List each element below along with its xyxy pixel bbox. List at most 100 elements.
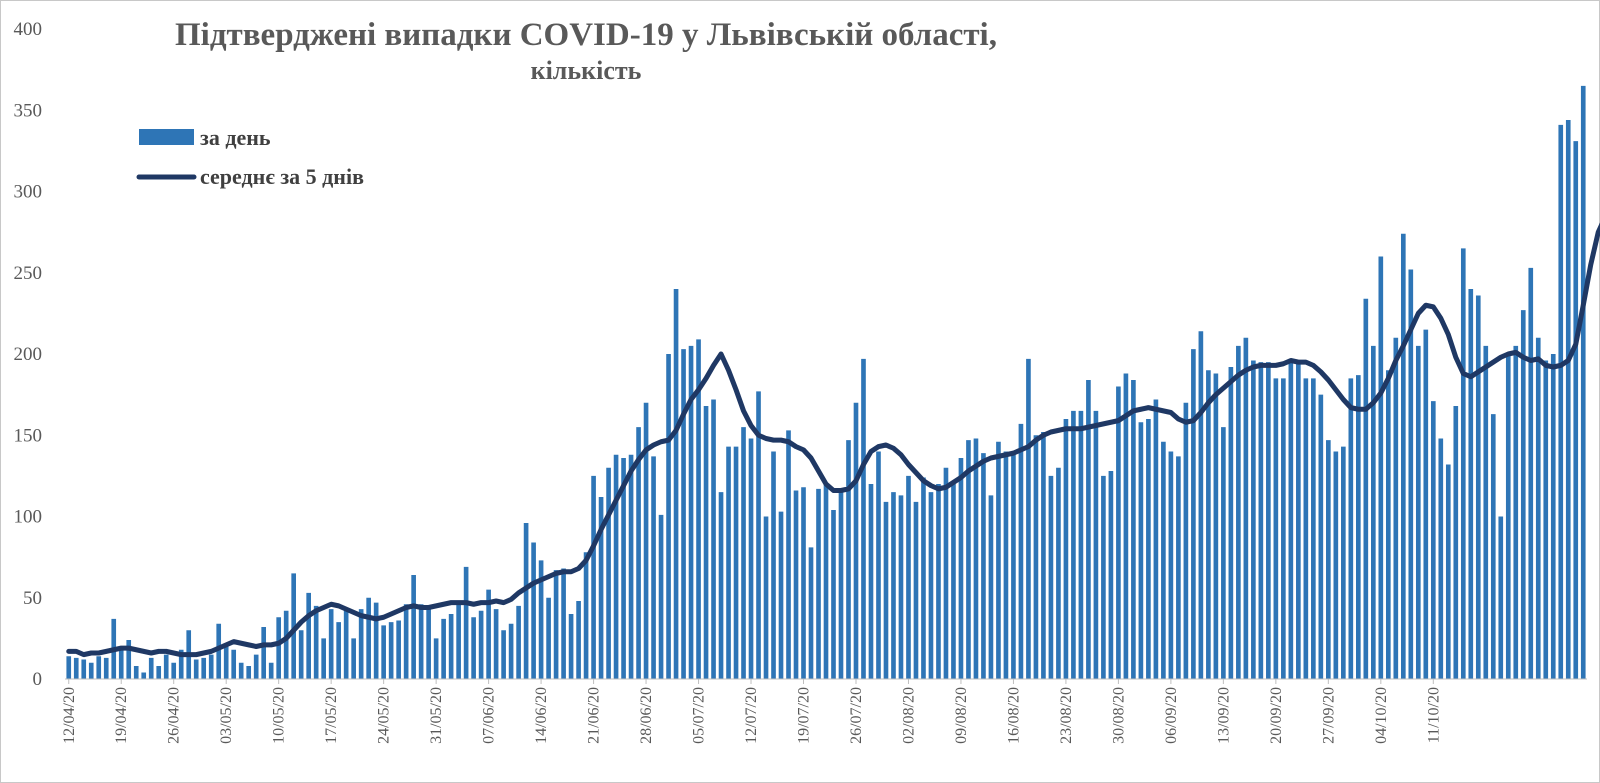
bar xyxy=(951,484,956,679)
bar xyxy=(688,345,694,679)
y-axis: 0 50 100 150 200 250 300 350 400 xyxy=(14,19,43,690)
x-tick-label: 23/08/20 xyxy=(1058,687,1075,744)
bar xyxy=(1183,402,1189,679)
bar xyxy=(163,654,169,680)
bar xyxy=(673,289,679,679)
bar xyxy=(1318,394,1324,680)
bar xyxy=(861,358,866,680)
x-tick-label: 12/07/20 xyxy=(743,687,760,744)
bar xyxy=(1018,423,1024,680)
bar xyxy=(403,604,409,679)
bar xyxy=(1011,451,1016,679)
y-tick-label: 200 xyxy=(14,344,43,365)
bar xyxy=(276,617,282,679)
bar xyxy=(1093,410,1099,680)
bar xyxy=(88,662,94,679)
moving-average-line xyxy=(66,222,1600,658)
bar xyxy=(1371,345,1376,679)
bar xyxy=(778,511,784,680)
bar xyxy=(1168,451,1174,679)
x-tick-label: 26/07/20 xyxy=(848,687,865,744)
bar xyxy=(1071,410,1076,680)
bar xyxy=(1475,295,1481,679)
bar xyxy=(1281,378,1286,680)
bar xyxy=(1573,141,1579,680)
bar xyxy=(283,610,289,679)
bar xyxy=(1430,401,1436,680)
bar xyxy=(1026,358,1031,680)
bar xyxy=(1468,289,1474,679)
bar xyxy=(1041,432,1046,679)
bar xyxy=(1415,345,1421,679)
bar xyxy=(126,640,132,679)
x-tick-label: 02/08/20 xyxy=(900,687,917,744)
bar xyxy=(621,458,626,679)
x-tick-label: 03/05/20 xyxy=(218,687,235,744)
bar xyxy=(823,484,829,679)
bar xyxy=(1273,378,1279,680)
bar xyxy=(1326,440,1331,680)
bar xyxy=(1490,414,1496,680)
bar xyxy=(1123,373,1129,679)
bar xyxy=(1003,451,1009,679)
bar xyxy=(1558,124,1564,680)
bar xyxy=(1206,370,1211,679)
bar xyxy=(1033,435,1039,679)
bar xyxy=(981,453,986,680)
bar xyxy=(793,490,799,679)
bar xyxy=(1483,345,1489,679)
bar xyxy=(148,657,154,680)
bar xyxy=(463,566,469,680)
bar xyxy=(118,649,124,679)
bar xyxy=(591,475,596,680)
y-tick-label: 150 xyxy=(14,425,43,446)
bar xyxy=(96,656,102,679)
bar xyxy=(223,643,229,679)
x-tick-label: 28/06/20 xyxy=(638,687,655,744)
bar xyxy=(1161,441,1166,679)
bar xyxy=(568,614,574,679)
bar xyxy=(808,547,814,680)
bar xyxy=(1296,362,1301,680)
bar xyxy=(1363,298,1369,679)
bar xyxy=(231,649,237,679)
bar xyxy=(658,514,664,680)
x-tick-label: 04/10/20 xyxy=(1373,687,1390,744)
bar xyxy=(1356,375,1361,680)
x-axis: 12/04/20 19/04/20 26/04/20 03/05/20 10/05/20… xyxy=(61,679,1442,744)
bar xyxy=(1243,337,1249,679)
bar xyxy=(1550,354,1556,679)
bar xyxy=(928,492,934,680)
bar xyxy=(846,440,851,680)
bar xyxy=(418,604,424,679)
bar xyxy=(1543,360,1549,679)
bar xyxy=(1385,370,1391,679)
bar xyxy=(1303,378,1309,680)
bar xyxy=(531,542,536,679)
bar xyxy=(1146,419,1151,679)
bar xyxy=(771,451,776,679)
bar xyxy=(681,349,686,679)
bar xyxy=(906,475,911,680)
bar xyxy=(216,623,222,679)
daily-bars xyxy=(66,85,1586,680)
bar xyxy=(1393,337,1399,679)
bar xyxy=(246,666,252,679)
bar xyxy=(703,406,709,679)
x-tick-label: 26/04/20 xyxy=(166,687,183,744)
x-tick-label: 06/09/20 xyxy=(1163,687,1180,744)
bar xyxy=(876,451,881,679)
bar xyxy=(1153,399,1159,679)
bar xyxy=(103,657,109,680)
bar xyxy=(358,609,364,680)
bar xyxy=(1423,329,1429,680)
bar xyxy=(411,575,416,679)
bar xyxy=(201,657,207,680)
bar xyxy=(958,458,964,679)
bar xyxy=(711,399,716,679)
bar xyxy=(268,662,274,679)
bar xyxy=(1513,345,1519,679)
bar xyxy=(1213,373,1219,679)
x-tick-label: 12/04/20 xyxy=(61,687,78,744)
x-tick-label: 11/10/20 xyxy=(1425,687,1442,743)
